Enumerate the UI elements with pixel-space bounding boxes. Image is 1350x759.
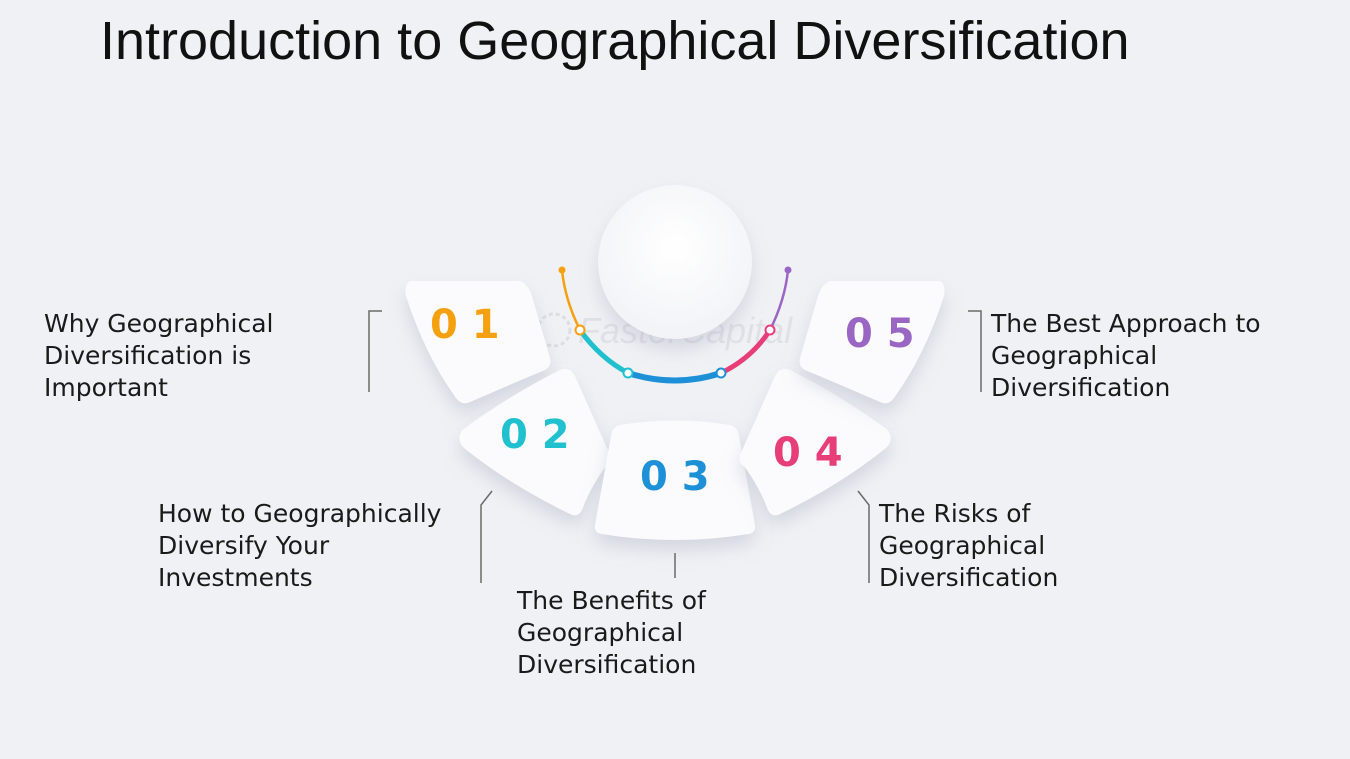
step-number-01: 0 1 bbox=[430, 302, 500, 348]
center-circle bbox=[598, 185, 752, 339]
step-number-02: 0 2 bbox=[500, 412, 570, 458]
step-label-04: The Risks ofGeographicalDiversification bbox=[879, 498, 1058, 594]
step-label-03: The Benefits ofGeographicalDiversificati… bbox=[517, 585, 706, 681]
step-number-05: 0 5 bbox=[845, 311, 915, 357]
step-label-01: Why GeographicalDiversification isImport… bbox=[44, 308, 274, 404]
step-number-03: 0 3 bbox=[640, 454, 710, 500]
step-number-04: 0 4 bbox=[773, 430, 843, 476]
step-label-05: The Best Approach toGeographicalDiversif… bbox=[991, 308, 1261, 404]
step-label-02: How to GeographicallyDiversify YourInves… bbox=[158, 498, 441, 594]
